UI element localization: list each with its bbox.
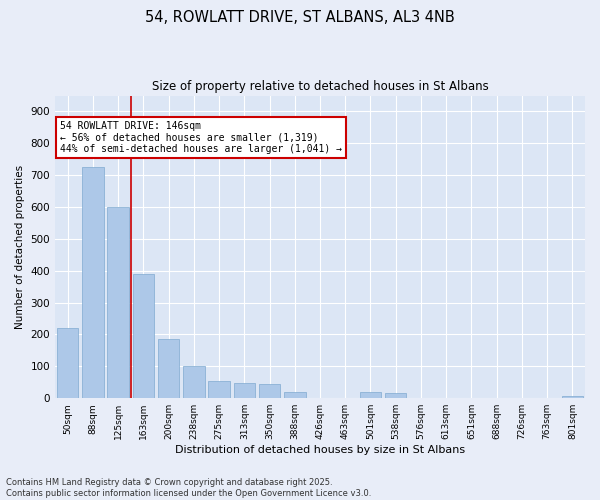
Text: 54 ROWLATT DRIVE: 146sqm
← 56% of detached houses are smaller (1,319)
44% of sem: 54 ROWLATT DRIVE: 146sqm ← 56% of detach… — [60, 121, 342, 154]
Bar — [562, 396, 583, 398]
Title: Size of property relative to detached houses in St Albans: Size of property relative to detached ho… — [152, 80, 488, 93]
Bar — [57, 328, 79, 398]
Bar — [208, 380, 230, 398]
X-axis label: Distribution of detached houses by size in St Albans: Distribution of detached houses by size … — [175, 445, 465, 455]
Bar — [183, 366, 205, 398]
Bar — [158, 340, 179, 398]
Bar — [133, 274, 154, 398]
Bar — [107, 207, 129, 398]
Text: 54, ROWLATT DRIVE, ST ALBANS, AL3 4NB: 54, ROWLATT DRIVE, ST ALBANS, AL3 4NB — [145, 10, 455, 25]
Y-axis label: Number of detached properties: Number of detached properties — [15, 165, 25, 329]
Bar — [259, 384, 280, 398]
Bar — [233, 383, 255, 398]
Bar — [385, 394, 406, 398]
Bar — [284, 392, 305, 398]
Text: Contains HM Land Registry data © Crown copyright and database right 2025.
Contai: Contains HM Land Registry data © Crown c… — [6, 478, 371, 498]
Bar — [360, 392, 381, 398]
Bar — [82, 167, 104, 398]
